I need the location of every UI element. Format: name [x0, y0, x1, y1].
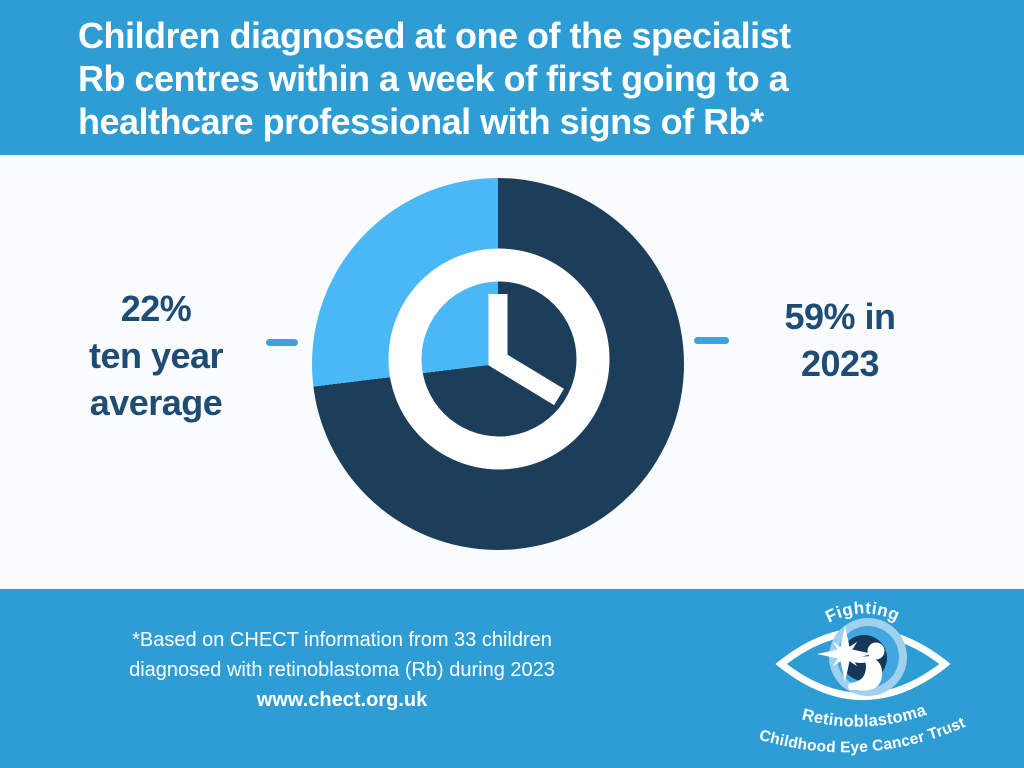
eye-outline-icon: [775, 628, 951, 700]
svg-text:Retinoblastoma: Retinoblastoma: [800, 701, 929, 731]
chect-logo: Fighting Retinoblastoma Childhood Eye Ca…: [757, 598, 967, 756]
pie-chart: [312, 178, 684, 550]
chart-stage: 22% ten year average 59% in 2023: [0, 155, 1024, 589]
pie-annotation-left: 22% ten year average: [88, 288, 224, 423]
website-url: www.chect.org.uk: [256, 689, 428, 711]
page-title: Children diagnosed at one of the special…: [78, 15, 791, 142]
pie-annotation-right: 59% in 2023: [784, 296, 896, 384]
clock-icon: [388, 248, 610, 470]
title-banner: Children diagnosed at one of the special…: [0, 0, 1024, 155]
connector-dash-right: [694, 337, 729, 344]
connector-dash-left: [266, 339, 298, 346]
footnote-text: *Based on CHECT information from 33 chil…: [129, 629, 555, 681]
footer-banner: *Based on CHECT information from 33 chil…: [0, 589, 1024, 768]
logo-text-retinoblastoma: Retinoblastoma: [800, 701, 928, 731]
